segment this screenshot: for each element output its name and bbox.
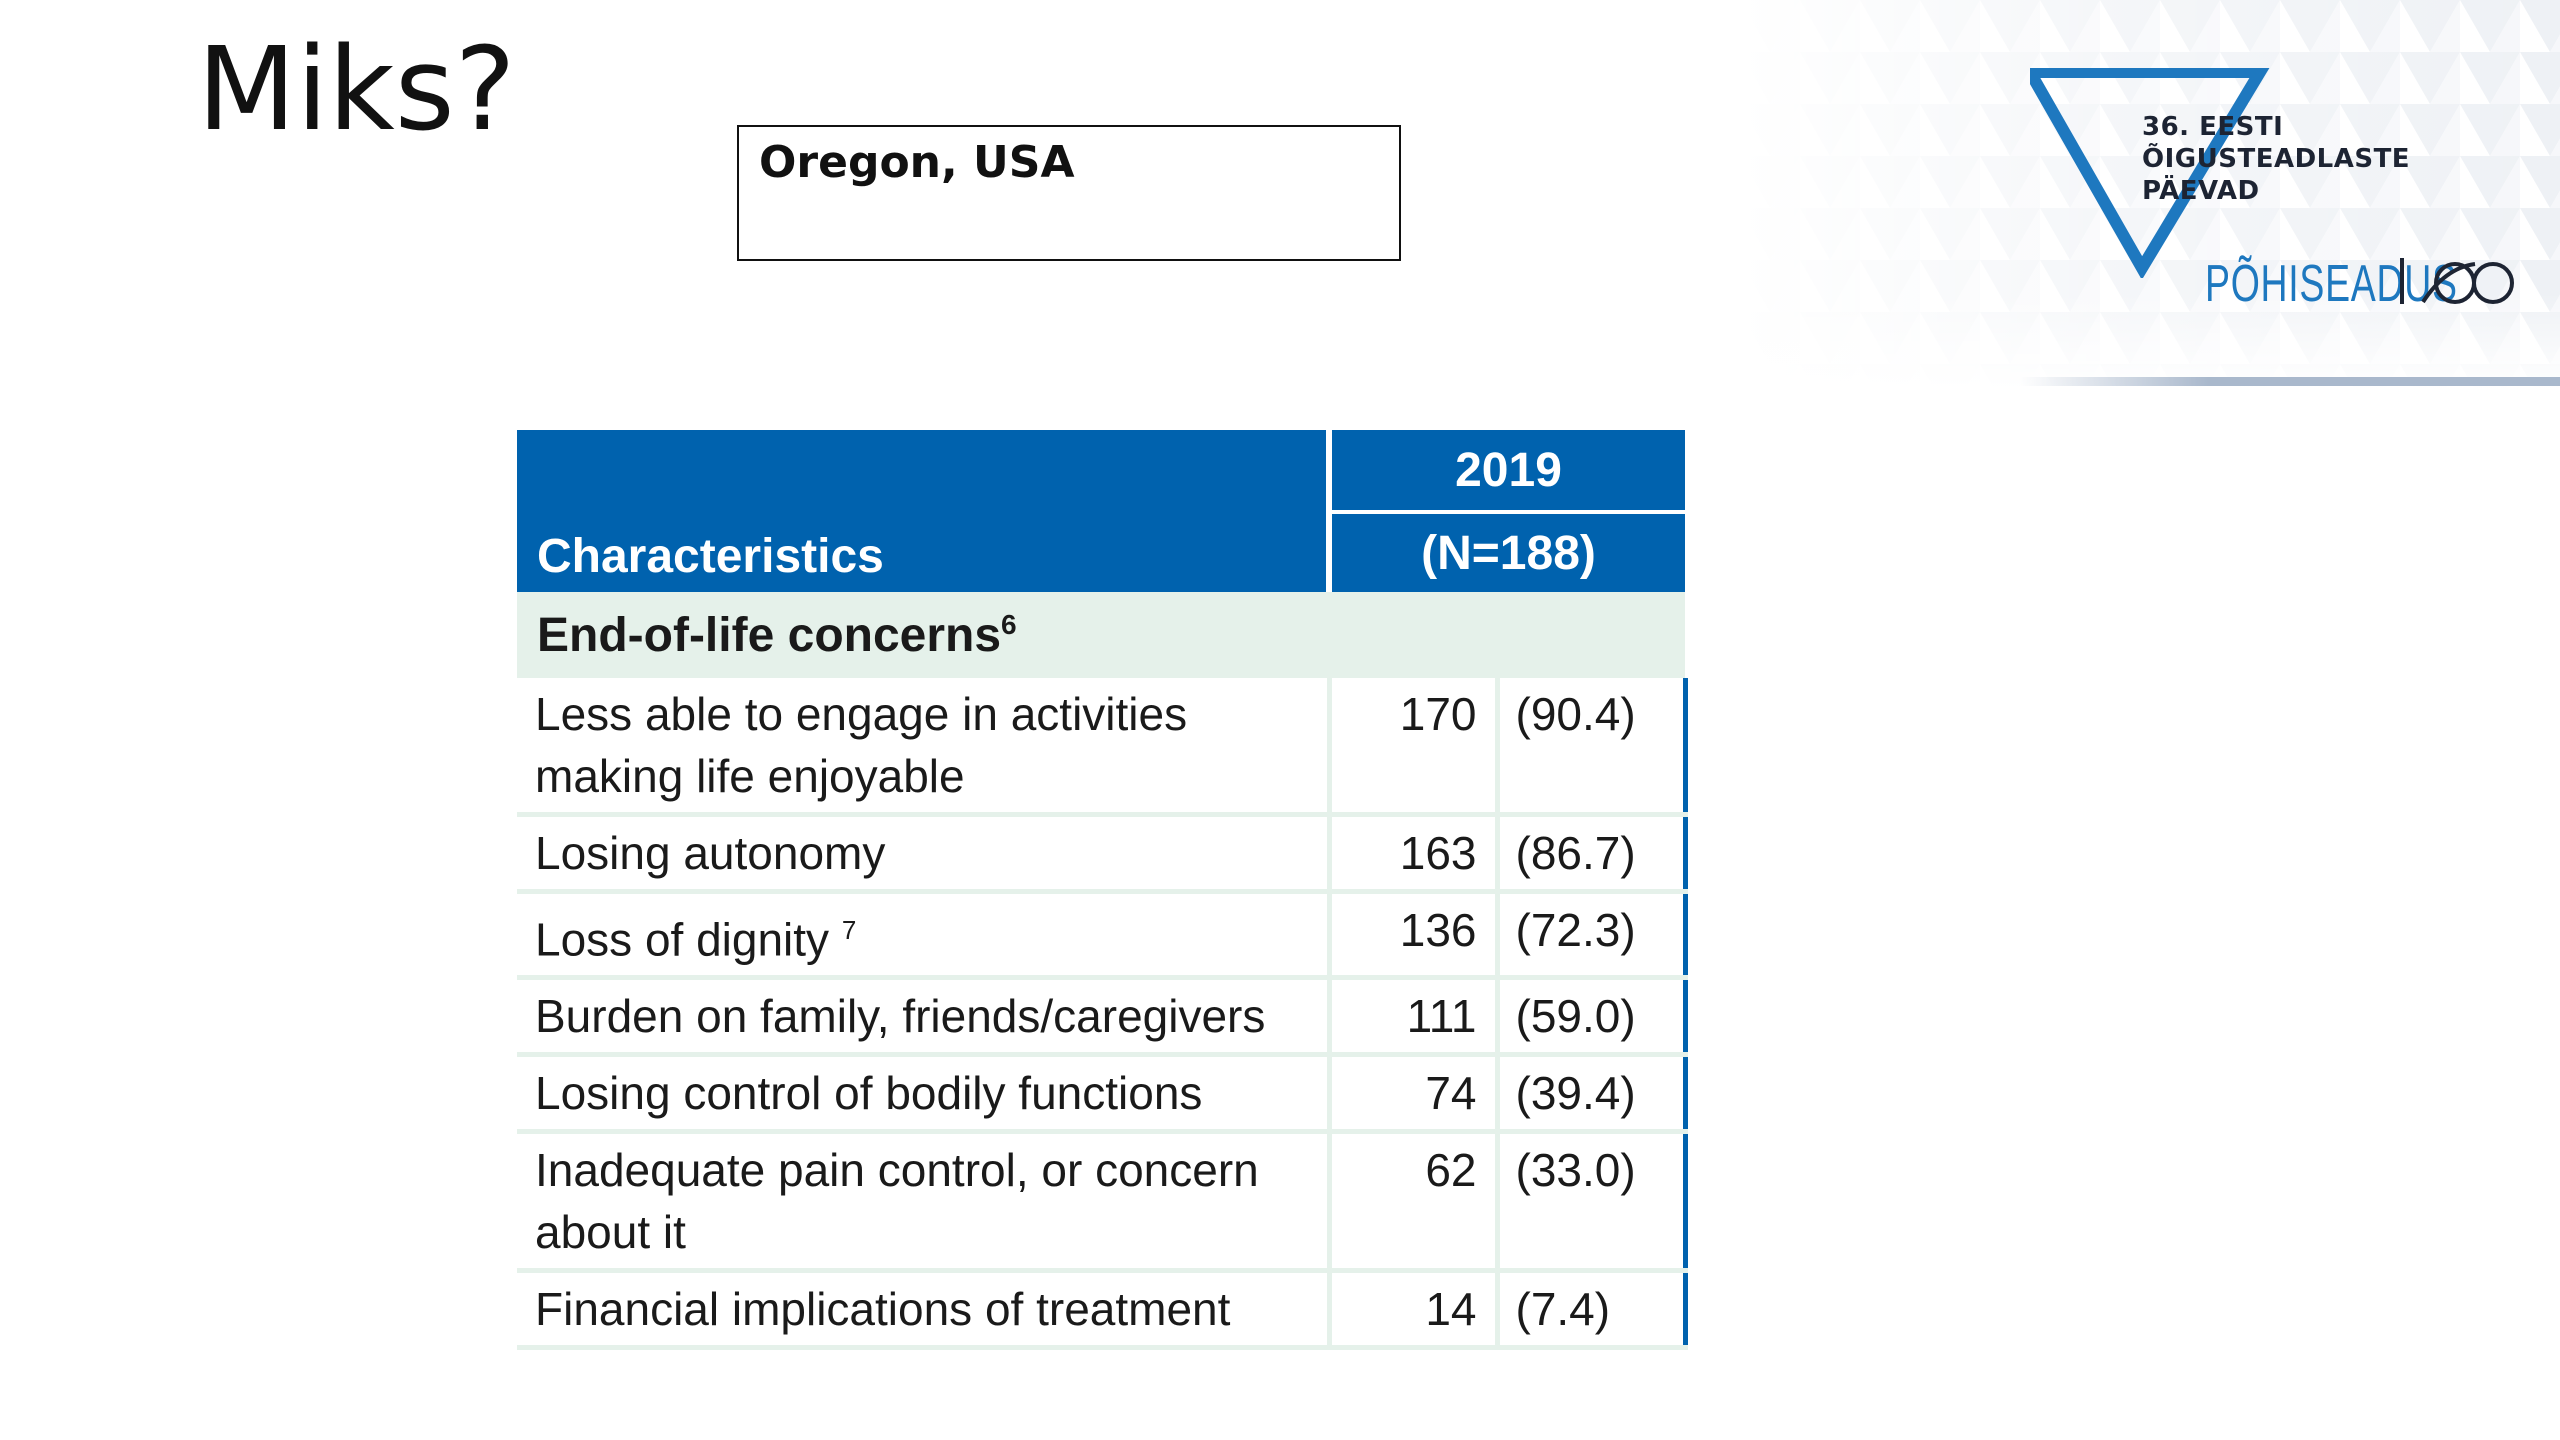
row-count: 111 [1329, 977, 1500, 1058]
header-sample-size: (N=188) [1329, 512, 1685, 592]
table-row: Burden on family, friends/caregivers 111… [517, 977, 1688, 1058]
conference-logo: 36. EESTI ÕIGUSTEADLASTE PÄEVAD PÕHISEAD… [2030, 68, 2540, 318]
row-percent: (90.4) [1497, 678, 1688, 817]
row-label: Financial implications of treatment [517, 1270, 1332, 1351]
location-label: Oregon, USA [759, 137, 1075, 188]
footnote-marker: 7 [841, 915, 857, 945]
slide-title: Miks? [197, 23, 516, 157]
row-count: 14 [1329, 1270, 1500, 1351]
logo-brand: PÕHISEADUS [2205, 255, 2458, 313]
row-label: Less able to engage in activities making… [517, 678, 1332, 817]
row-count: 170 [1329, 678, 1500, 817]
row-label: Losing control of bodily functions [517, 1054, 1332, 1135]
row-percent: (59.0) [1497, 977, 1688, 1058]
row-percent: (72.3) [1497, 891, 1688, 981]
row-count: 163 [1329, 814, 1500, 894]
row-percent: (33.0) [1497, 1131, 1688, 1274]
end-of-life-concerns-table: Characteristics 2019 (N=188) End-of-life… [517, 430, 1688, 1351]
table-row: Less able to engage in activities making… [517, 678, 1688, 817]
logo-line: 36. EESTI [2142, 112, 2284, 142]
logo-separator [2400, 258, 2404, 304]
row-percent: (7.4) [1497, 1270, 1688, 1351]
row-percent: (39.4) [1497, 1054, 1688, 1135]
decorative-triangle-pattern [1740, 0, 2560, 390]
table-row: Financial implications of treatment 14 (… [517, 1270, 1688, 1351]
header-year: 2019 [1329, 430, 1685, 514]
table-row: Loss of dignity 7 136 (72.3) [517, 891, 1688, 981]
row-count: 136 [1329, 891, 1500, 981]
row-count: 74 [1329, 1054, 1500, 1135]
location-box: Oregon, USA [737, 125, 1401, 261]
section-label: End-of-life concerns6 [517, 592, 1685, 678]
header-divider [2020, 377, 2560, 386]
row-label: Inadequate pain control, or concern abou… [517, 1131, 1332, 1274]
logo-line: PÄEVAD [2142, 176, 2260, 206]
row-label: Burden on family, friends/caregivers [517, 977, 1332, 1058]
table-row: Inadequate pain control, or concern abou… [517, 1131, 1688, 1274]
row-label: Losing autonomy [517, 814, 1332, 894]
table-header-row: Characteristics 2019 [517, 430, 1685, 592]
row-label: Loss of dignity 7 [517, 891, 1332, 981]
section-row: End-of-life concerns6 [517, 592, 1685, 678]
triangle-logo-icon [2030, 68, 2270, 278]
header-characteristics: Characteristics [517, 430, 1332, 592]
table-row: Losing control of bodily functions 74 (3… [517, 1054, 1688, 1135]
logo-line: ÕIGUSTEADLASTE [2142, 144, 2411, 174]
row-percent: (86.7) [1497, 814, 1688, 894]
footnote-marker: 6 [1001, 608, 1017, 640]
table-row: Losing autonomy 163 (86.7) [517, 814, 1688, 894]
table-header-row: (N=188) [517, 512, 1685, 592]
row-count: 62 [1329, 1131, 1500, 1274]
